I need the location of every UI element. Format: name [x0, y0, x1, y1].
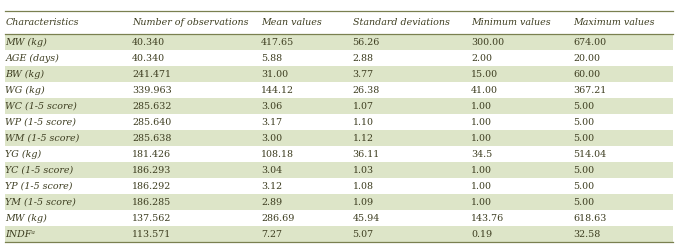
Bar [5, 66, 673, 82]
Text: 113.571: 113.571 [132, 230, 172, 239]
Text: Standard deviations: Standard deviations [353, 18, 450, 27]
Text: Mean values: Mean values [261, 18, 322, 27]
Bar [5, 130, 673, 146]
Text: 5.88: 5.88 [261, 53, 282, 62]
Text: 60.00: 60.00 [573, 70, 600, 79]
Text: MW (kg): MW (kg) [5, 38, 47, 47]
Text: 1.07: 1.07 [353, 102, 374, 111]
Text: 186.292: 186.292 [132, 181, 172, 191]
Text: 618.63: 618.63 [573, 213, 606, 223]
Text: 41.00: 41.00 [471, 85, 498, 94]
Text: 1.03: 1.03 [353, 166, 374, 175]
Text: Minimum values: Minimum values [471, 18, 551, 27]
Bar [5, 162, 673, 178]
Text: 1.00: 1.00 [471, 102, 492, 111]
Text: 285.640: 285.640 [132, 117, 172, 127]
Text: 32.58: 32.58 [573, 230, 600, 239]
Text: 45.94: 45.94 [353, 213, 380, 223]
Text: 5.00: 5.00 [573, 181, 594, 191]
Text: BW (kg): BW (kg) [5, 70, 45, 79]
Text: 0.19: 0.19 [471, 230, 492, 239]
Text: 181.426: 181.426 [132, 149, 172, 159]
Text: 674.00: 674.00 [573, 38, 606, 47]
Text: INDFᵃ: INDFᵃ [5, 230, 35, 239]
Text: 1.00: 1.00 [471, 166, 492, 175]
Text: YC (1-5 score): YC (1-5 score) [5, 166, 74, 175]
Text: 143.76: 143.76 [471, 213, 504, 223]
Text: 20.00: 20.00 [573, 53, 600, 62]
Text: 137.562: 137.562 [132, 213, 172, 223]
Text: 108.18: 108.18 [261, 149, 294, 159]
Text: Characteristics: Characteristics [5, 18, 79, 27]
Text: 1.00: 1.00 [471, 134, 492, 143]
Text: 3.77: 3.77 [353, 70, 374, 79]
Text: 1.08: 1.08 [353, 181, 374, 191]
Text: 5.00: 5.00 [573, 166, 594, 175]
Text: 1.09: 1.09 [353, 198, 374, 207]
Text: 2.89: 2.89 [261, 198, 282, 207]
Text: 26.38: 26.38 [353, 85, 380, 94]
Bar [5, 34, 673, 50]
Text: 5.00: 5.00 [573, 117, 594, 127]
Text: 56.26: 56.26 [353, 38, 380, 47]
Text: 5.00: 5.00 [573, 102, 594, 111]
Text: 40.340: 40.340 [132, 53, 165, 62]
Text: WP (1-5 score): WP (1-5 score) [5, 117, 77, 127]
Text: YP (1-5 score): YP (1-5 score) [5, 181, 73, 191]
Text: 285.638: 285.638 [132, 134, 172, 143]
Text: Maximum values: Maximum values [573, 18, 654, 27]
Text: 285.632: 285.632 [132, 102, 172, 111]
Bar [5, 226, 673, 242]
Text: 2.00: 2.00 [471, 53, 492, 62]
Text: AGE (days): AGE (days) [5, 53, 59, 62]
Text: 5.07: 5.07 [353, 230, 374, 239]
Text: 3.17: 3.17 [261, 117, 282, 127]
Text: 7.27: 7.27 [261, 230, 282, 239]
Bar [5, 194, 673, 210]
Text: 3.06: 3.06 [261, 102, 282, 111]
Text: 186.293: 186.293 [132, 166, 172, 175]
Text: 339.963: 339.963 [132, 85, 172, 94]
Text: YM (1-5 score): YM (1-5 score) [5, 198, 77, 207]
Text: 5.00: 5.00 [573, 134, 594, 143]
Text: MW (kg): MW (kg) [5, 213, 47, 223]
Text: Number of observations: Number of observations [132, 18, 249, 27]
Text: 514.04: 514.04 [573, 149, 606, 159]
Text: WM (1-5 score): WM (1-5 score) [5, 134, 80, 143]
Text: 5.00: 5.00 [573, 198, 594, 207]
Text: 15.00: 15.00 [471, 70, 498, 79]
Text: 2.88: 2.88 [353, 53, 374, 62]
Text: 3.04: 3.04 [261, 166, 282, 175]
Text: 1.10: 1.10 [353, 117, 374, 127]
Text: 286.69: 286.69 [261, 213, 294, 223]
Bar [5, 98, 673, 114]
Text: 34.5: 34.5 [471, 149, 492, 159]
Text: 241.471: 241.471 [132, 70, 172, 79]
Text: 417.65: 417.65 [261, 38, 294, 47]
Text: 1.00: 1.00 [471, 117, 492, 127]
Text: 1.12: 1.12 [353, 134, 374, 143]
Text: 186.285: 186.285 [132, 198, 172, 207]
Text: 31.00: 31.00 [261, 70, 288, 79]
Text: 300.00: 300.00 [471, 38, 504, 47]
Text: 3.00: 3.00 [261, 134, 282, 143]
Text: 3.12: 3.12 [261, 181, 282, 191]
Text: YG (kg): YG (kg) [5, 149, 41, 159]
Text: 40.340: 40.340 [132, 38, 165, 47]
Text: 367.21: 367.21 [573, 85, 606, 94]
Text: WG (kg): WG (kg) [5, 85, 45, 94]
Text: 36.11: 36.11 [353, 149, 380, 159]
Text: 1.00: 1.00 [471, 181, 492, 191]
Text: 144.12: 144.12 [261, 85, 294, 94]
Text: WC (1-5 score): WC (1-5 score) [5, 102, 77, 111]
Text: 1.00: 1.00 [471, 198, 492, 207]
